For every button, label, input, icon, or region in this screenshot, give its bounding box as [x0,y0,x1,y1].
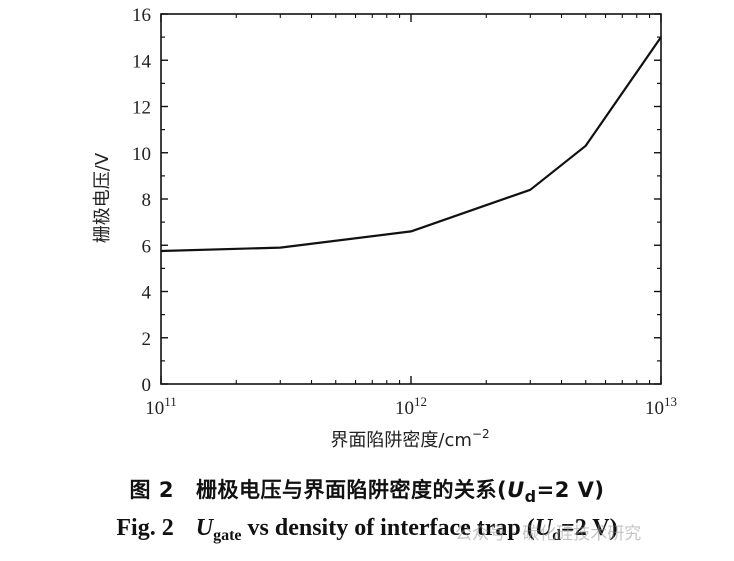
x-tick-label: 1012 [395,394,427,419]
caption-chinese: 图 2 栅极电压与界面陷阱密度的关系(Ud=2 V) [0,474,734,506]
caption-en-cond-sub: d [552,527,562,544]
caption-cn-cond: =2 V) [536,478,605,502]
caption-en-sub: gate [213,527,242,544]
x-axis-title-exp: −2 [472,427,490,441]
caption-en-var: U [195,515,214,541]
x-tick-base: 10 [145,398,164,419]
watermark: 公众号 · 碳化硅技术研究 [455,524,642,544]
caption-english: Fig. 2 Ugate vs density of interface trap… [0,515,734,545]
caption-en-cond: =2 V) [561,515,618,541]
x-axis-title-text: 界面陷阱密度/cm [330,430,472,451]
plot-frame [160,13,662,385]
series-layer [160,36,662,253]
x-axis-title: 界面陷阱密度/cm−2 [330,427,489,451]
plot-area [160,13,662,385]
x-tick-exponent: 13 [664,394,677,409]
y-tick-label: 16 [132,5,151,26]
y-tick-label: 10 [132,144,151,165]
caption-cn-label: 图 2 [129,478,174,502]
y-tick-label: 4 [142,283,152,304]
y-tick-label: 2 [142,329,152,350]
x-tick-base: 10 [395,398,414,419]
x-tick-base: 10 [645,398,664,419]
caption-cn-paren: ( [496,478,508,502]
caption-en-label: Fig. 2 [116,515,174,541]
caption-cn-text: 栅极电压与界面陷阱密度的关系 [195,478,497,502]
y-tick-label: 6 [142,236,152,257]
caption-en-cond-var: U [534,515,553,541]
y-tick-label: 12 [132,98,151,119]
caption-cn-sub: d [524,487,537,506]
caption-en-text: vs density of interface trap ( [241,515,535,541]
y-tick-label: 0 [142,375,152,396]
y-tick-label: 14 [132,51,152,72]
x-tick-exponent: 12 [414,394,427,409]
series-line [160,36,662,253]
x-tick-label: 1011 [145,394,177,419]
tick-marks [160,13,662,385]
x-tick-label: 1013 [645,394,677,419]
y-tick-label: 8 [142,190,152,211]
caption-cn-var: U [507,478,525,502]
x-tick-exponent: 11 [164,394,177,409]
y-axis-title: 栅极电压/V [92,152,113,243]
